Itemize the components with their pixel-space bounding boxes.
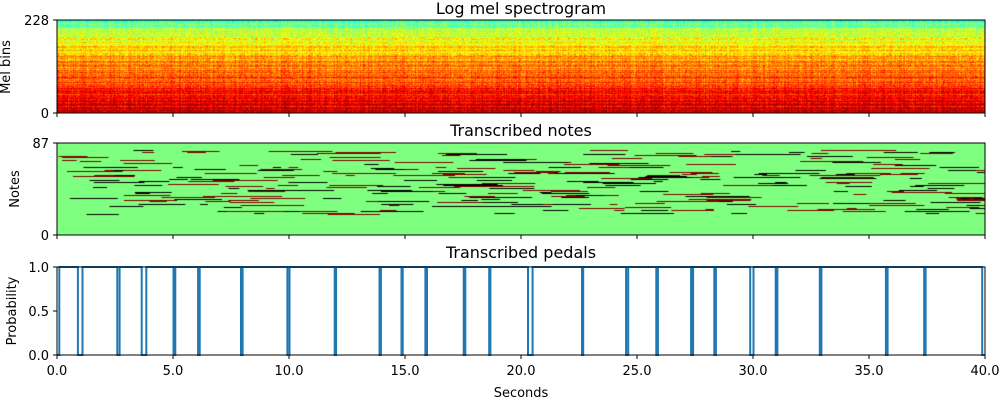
notes-ytick: 0 [41,229,49,244]
x-axis-label: Seconds [494,386,549,400]
pedals-frame [56,266,986,356]
x-tick-label: 40.0 [971,364,1000,379]
notes-piano-roll [57,143,985,235]
notes-title: Transcribed notes [449,121,592,140]
pedal-probability-line [57,266,985,356]
x-tick-label: 15.0 [391,364,420,379]
spec-ytick: 228 [24,14,49,29]
x-tick-label: 25.0 [623,364,652,379]
spectrogram-title: Log mel spectrogram [436,0,606,18]
pedals-ylabel: Probability [5,276,20,345]
spec-ytick: 0 [41,107,49,122]
pedals-title: Transcribed pedals [445,243,596,262]
notes-ylabel: Notes [8,170,23,208]
notes-ytick: 87 [32,137,49,152]
pedal-ytick: 0.0 [28,349,49,364]
x-tick-label: 20.0 [507,364,536,379]
pedal-ytick: 1.0 [28,261,49,276]
spectrogram-ylabel: Mel bins [0,40,14,94]
pedal-ytick: 0.5 [28,305,49,320]
x-tick-label: 0.0 [47,364,68,379]
x-tick-label: 10.0 [275,364,304,379]
x-tick-label: 35.0 [855,364,884,379]
spectrogram-heatmap [57,20,985,113]
notes-frame [56,142,986,236]
x-tick-label: 30.0 [739,364,768,379]
spectrogram-frame [56,19,986,114]
x-tick-label: 5.0 [163,364,184,379]
